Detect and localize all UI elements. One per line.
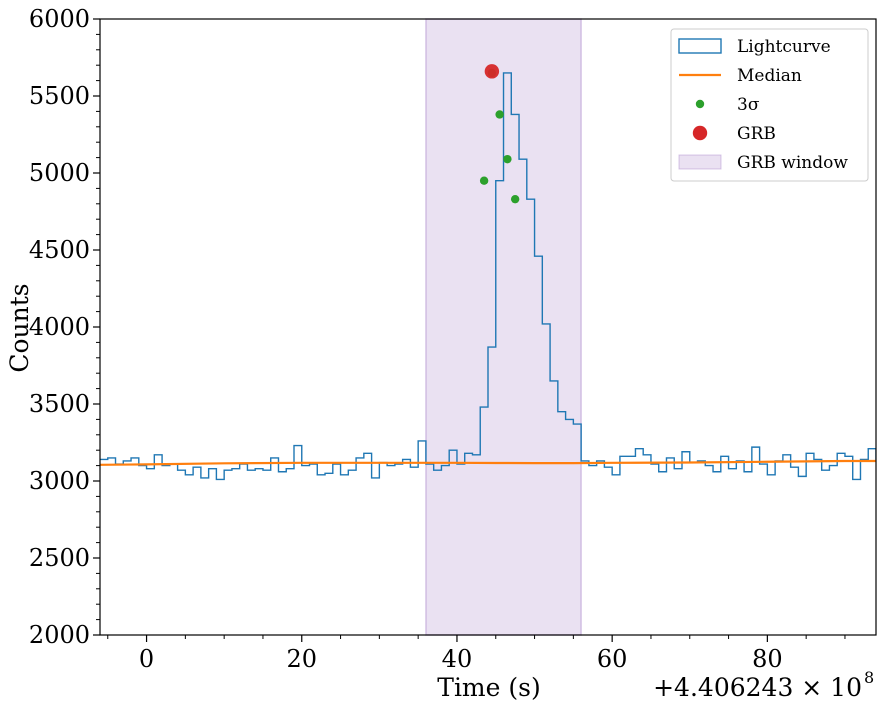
y-axis-title: Counts	[5, 283, 34, 372]
y-tick-label: 6000	[29, 5, 90, 33]
legend-label-lightcurve: Lightcurve	[737, 37, 831, 57]
legend-label-median: Median	[737, 66, 802, 86]
x-tick-label: 40	[442, 645, 473, 673]
three-sigma-point	[503, 154, 512, 164]
series-group	[100, 64, 876, 481]
plot-area	[100, 18, 876, 636]
legend-handle-lightcurve	[678, 38, 722, 54]
x-tick-label: 60	[597, 645, 628, 673]
y-tick-label: 3000	[29, 467, 90, 495]
axes: 0 20 40 60 80 2000 2500 3000 3500 4000 4500 5000 550…	[29, 5, 877, 673]
y-tick-label: 5500	[29, 82, 90, 110]
x-tick-label: 0	[139, 645, 154, 673]
legend: Lightcurve Median 3σ GRB GRB window	[670, 28, 869, 182]
y-tick-label: 2000	[29, 621, 90, 649]
three-sigma-point	[510, 194, 520, 204]
legend-label-three_sigma: 3σ	[737, 95, 760, 115]
y-tick-label: 2500	[29, 544, 90, 572]
y-tick-label: 3500	[29, 390, 90, 418]
x-tick-label: 20	[286, 645, 317, 673]
y-tick-label: 4500	[29, 236, 90, 264]
three-sigma-point	[495, 110, 504, 119]
three-sigma-point	[479, 176, 489, 185]
x-axis-offset-base: +4.406243 × 10	[653, 673, 862, 702]
y-tick-label: 5000	[29, 159, 90, 187]
legend-box	[670, 28, 869, 182]
grb-point	[484, 64, 500, 79]
legend-handle-grb-window	[678, 154, 722, 170]
median-line	[100, 459, 876, 466]
legend-label-grb: GRB	[737, 124, 776, 144]
lightcurve-step-line	[100, 72, 876, 481]
legend-handle-grb	[692, 125, 708, 141]
x-tick-label: 80	[752, 645, 783, 673]
x-axis-title: Time (s)	[437, 673, 540, 702]
x-axis-offset-exponent: 8	[864, 668, 874, 687]
y-tick-label: 4000	[29, 313, 90, 341]
legend-label-window: GRB window	[737, 153, 848, 173]
legend-handle-three-sigma	[695, 99, 705, 109]
x-axis-offset-label: +4.406243 × 10	[653, 673, 862, 702]
